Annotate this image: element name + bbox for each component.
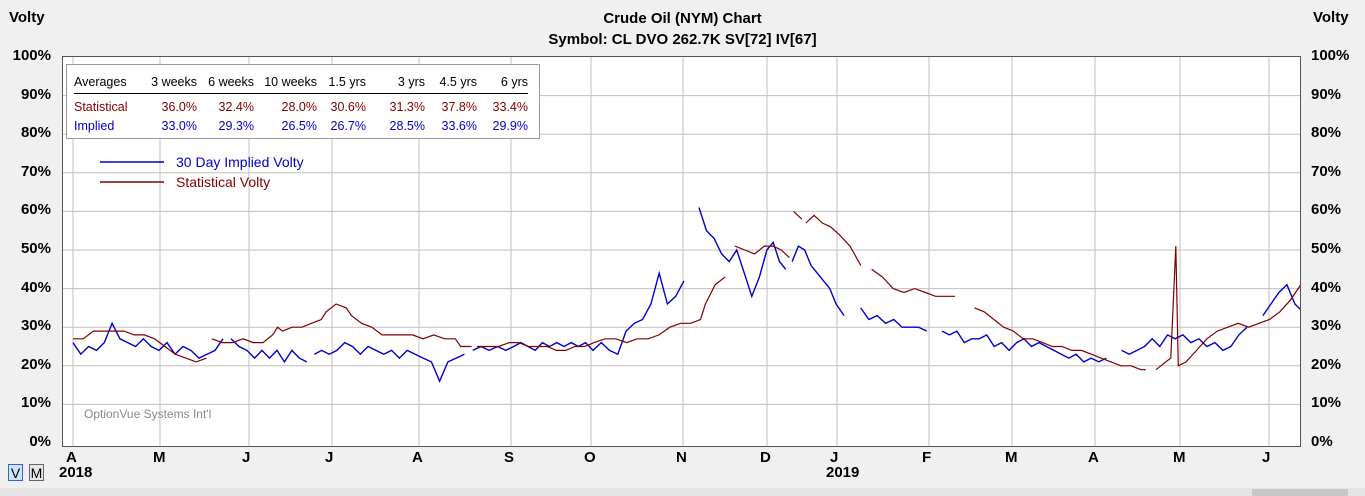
- y-tick-label-left: 20%: [20, 355, 51, 373]
- y-tick-label-right: 50%: [1311, 240, 1342, 257]
- implied-volty-line: [72, 207, 1300, 383]
- averages-cell: 32.4%: [218, 100, 254, 114]
- y-tick-label-left: 40%: [20, 278, 51, 296]
- x-tick-label: S: [504, 449, 515, 466]
- year-label-2018: 2018: [59, 464, 93, 481]
- y-tick-label-left: 80%: [20, 124, 51, 142]
- averages-column-header: 6 yrs: [500, 75, 528, 89]
- x-tick-label: N: [676, 449, 687, 466]
- right-axis-label: Volty: [1313, 9, 1349, 26]
- x-tick-label: M: [153, 449, 166, 466]
- averages-column-header: 3 yrs: [397, 75, 425, 89]
- averages-cell: 28.0%: [281, 100, 317, 114]
- year-label-2019: 2019: [826, 464, 860, 481]
- y-tick-label-right: 40%: [1311, 278, 1342, 296]
- averages-header-rule: [74, 93, 528, 94]
- averages-cell: 36.0%: [161, 100, 197, 114]
- y-tick-label-left: 90%: [20, 85, 51, 103]
- y-tick-label-left: 60%: [20, 201, 51, 219]
- left-axis-label: Volty: [9, 9, 45, 26]
- y-tick-label-right: 100%: [1311, 47, 1350, 64]
- averages-column-header: 1.5 yrs: [328, 75, 366, 89]
- averages-header-label: Averages: [74, 75, 127, 89]
- y-tick-label-right: 10%: [1311, 394, 1342, 412]
- y-tick-label-left: 70%: [20, 162, 51, 180]
- averages-cell: 28.5%: [389, 119, 425, 133]
- scrollbar-thumb[interactable]: [1252, 489, 1348, 496]
- averages-table: Averages 3 weeks 6 weeks 10 weeks 1.5 yrs 3 y…: [66, 64, 540, 139]
- watermark: OptionVue Systems Int'l: [84, 407, 212, 421]
- y-tick-label-right: 0%: [1311, 433, 1333, 450]
- y-tick-label-right: 80%: [1311, 124, 1342, 142]
- x-tick-label: J: [325, 449, 334, 466]
- x-tick-label: A: [412, 449, 423, 466]
- averages-cell: 33.6%: [441, 119, 477, 133]
- chart-title: Crude Oil (NYM) Chart: [603, 10, 762, 27]
- averages-cell: 31.3%: [389, 100, 425, 114]
- x-tick-label: O: [584, 449, 596, 466]
- plot-svg: [63, 57, 1300, 446]
- averages-cell: 26.7%: [330, 119, 366, 133]
- y-tick-label-left: 10%: [20, 394, 51, 412]
- averages-row-label: Implied: [74, 119, 115, 133]
- y-tick-label-left: 100%: [12, 47, 51, 64]
- y-tick-label-right: 20%: [1311, 355, 1342, 373]
- x-tick-label: F: [922, 449, 932, 466]
- horizontal-scrollbar[interactable]: [0, 488, 1365, 496]
- y-tick-label-left: 0%: [29, 433, 51, 450]
- averages-row-label: Statistical: [74, 100, 128, 114]
- y-tick-label-left: 30%: [20, 317, 51, 335]
- y-tick-label-left: 50%: [20, 240, 51, 257]
- y-tick-label-right: 60%: [1311, 201, 1342, 219]
- x-tick-label: A: [66, 449, 77, 466]
- y-tick-label-right: 30%: [1311, 317, 1342, 335]
- averages-cell: 37.8%: [441, 100, 477, 114]
- averages-cell: 29.3%: [218, 119, 254, 133]
- averages-cell: 26.5%: [281, 119, 317, 133]
- mean-view-button[interactable]: M: [29, 464, 44, 481]
- averages-column-header: 6 weeks: [208, 75, 254, 89]
- x-tick-label: A: [1088, 449, 1099, 466]
- y-tick-label-right: 90%: [1311, 85, 1342, 103]
- statistical-volty-line: [73, 210, 1300, 371]
- averages-column-header: 4.5 yrs: [439, 75, 477, 89]
- x-tick-label: J: [1262, 449, 1271, 466]
- x-tick-label: J: [242, 449, 251, 466]
- y-tick-label-right: 70%: [1311, 162, 1342, 180]
- averages-cell: 30.6%: [330, 100, 366, 114]
- averages-column-header: 10 weeks: [264, 75, 317, 89]
- chart-subtitle: Symbol: CL DVO 262.7K SV[72] IV[67]: [548, 31, 817, 48]
- averages-column-header: 3 weeks: [151, 75, 197, 89]
- legend-implied-label: 30 Day Implied Volty: [176, 154, 304, 170]
- x-tick-label: M: [1005, 449, 1018, 466]
- averages-cell: 33.0%: [161, 119, 197, 133]
- legend-lines: [100, 161, 164, 183]
- averages-cell: 33.4%: [492, 100, 528, 114]
- x-tick-label: J: [830, 449, 839, 466]
- legend-statistical-label: Statistical Volty: [176, 174, 271, 190]
- x-tick-label: M: [1173, 449, 1186, 466]
- x-tick-label: D: [760, 449, 771, 466]
- volty-view-button[interactable]: V: [8, 464, 23, 481]
- averages-cell: 29.9%: [492, 119, 528, 133]
